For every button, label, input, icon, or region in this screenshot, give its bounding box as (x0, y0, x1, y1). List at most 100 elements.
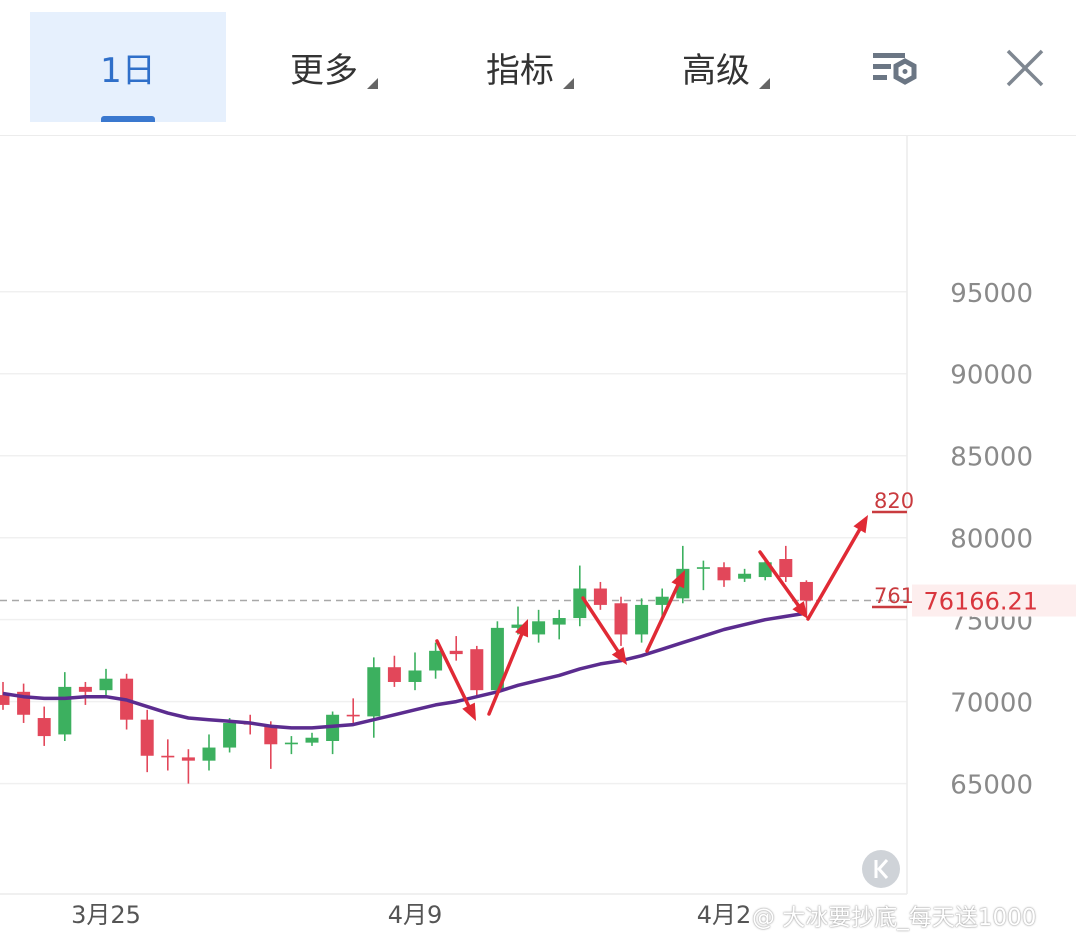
dropdown-corner-icon (563, 78, 574, 89)
x-tick-label: 3月25 (71, 901, 141, 929)
candle (202, 734, 216, 771)
candle (223, 718, 237, 753)
candles (0, 545, 813, 784)
tab-advanced[interactable]: 高级 (652, 12, 780, 122)
grid-lines (0, 291, 907, 785)
x-tick-labels: 3月25 4月9 4月2 (71, 901, 751, 929)
arrow-shaft (435, 639, 471, 708)
candle-body (37, 718, 51, 737)
y-tick-label: 85000 (950, 443, 1033, 473)
candle (470, 645, 484, 697)
candle-body (346, 714, 360, 717)
candle (593, 581, 607, 610)
tab-1d[interactable]: 1日 (30, 12, 226, 122)
arrow-shaft (758, 550, 800, 607)
candle (37, 706, 51, 746)
arrow-head (515, 619, 529, 638)
candle-body (140, 719, 154, 756)
y-tick-label: 95000 (950, 279, 1033, 309)
dropdown-corner-icon (367, 78, 378, 89)
trend-arrows (435, 515, 868, 721)
candle (408, 652, 422, 691)
candle-body (305, 737, 319, 743)
candle (0, 681, 10, 710)
trend-arrow (581, 596, 627, 665)
chart-toolbar: 1日 更多 指标 高级 (0, 0, 1076, 136)
candle-body (511, 624, 525, 628)
candle (717, 562, 731, 587)
price-tag-label: 761 (874, 584, 914, 608)
tab-advanced-label: 高级 (682, 50, 750, 91)
arrow-head (792, 601, 808, 619)
tab-1d-label: 1日 (100, 50, 156, 91)
dropdown-corner-icon (759, 78, 770, 89)
candle-body (284, 742, 298, 745)
arrow-shaft (581, 596, 620, 653)
list-settings-icon[interactable] (860, 40, 926, 96)
candle (614, 596, 628, 646)
candle (552, 609, 566, 640)
candle-body (99, 678, 113, 691)
trend-arrow (806, 515, 868, 621)
trend-arrow (435, 639, 476, 721)
candle (532, 609, 546, 643)
candle (696, 560, 710, 591)
watermark: @ 大冰要抄底_每天送1000 (752, 905, 1037, 931)
candle-body (223, 722, 237, 748)
candle-body (614, 603, 628, 635)
candle-body (696, 567, 710, 569)
candle (635, 598, 649, 643)
tab-more-label: 更多 (290, 50, 358, 91)
candle (58, 672, 72, 741)
tab-indicators[interactable]: 指标 (456, 12, 584, 122)
tab-more[interactable]: 更多 (260, 12, 388, 122)
candle (346, 698, 360, 725)
candle-body (490, 627, 504, 691)
current-price-label: 76166.21 (923, 588, 1038, 616)
candle (490, 621, 504, 696)
arrow-shaft (487, 632, 524, 716)
candle-body (635, 604, 649, 635)
candle-body (367, 667, 381, 717)
candle-body (202, 747, 216, 761)
candle-body (449, 650, 463, 655)
y-tick-label: 80000 (950, 525, 1033, 555)
candle-body (58, 686, 72, 735)
candle (181, 749, 195, 784)
candle-body (408, 670, 422, 682)
price-label-tags: 820 761 (872, 489, 914, 609)
arrow-head (853, 515, 868, 534)
arrow-shaft (806, 527, 862, 621)
candle-body (161, 755, 175, 758)
arrow-head (611, 646, 627, 665)
candle-body (552, 618, 566, 625)
x-tick-label: 4月2 (697, 901, 752, 929)
x-tick-label: 4月9 (388, 901, 443, 929)
candle (140, 709, 154, 773)
current-price-box (912, 584, 1076, 617)
candle (779, 545, 793, 582)
trend-arrow (758, 550, 808, 619)
candle-body (78, 686, 92, 692)
candle (284, 736, 298, 755)
candle (78, 681, 92, 705)
y-tick-label: 90000 (950, 361, 1033, 391)
current-price-label-group: 76166.21 (912, 584, 1076, 617)
price-tag-label: 820 (874, 489, 914, 513)
candle (264, 721, 278, 769)
candle (738, 568, 752, 582)
candle-body (573, 588, 587, 619)
candle-body (779, 559, 793, 578)
candle (799, 580, 813, 615)
candle (573, 565, 587, 627)
candle (17, 683, 31, 723)
arrow-head (462, 702, 476, 721)
price-tag: 761 (872, 584, 914, 609)
candle (655, 588, 669, 619)
y-tick-label: 70000 (950, 689, 1033, 719)
candle-body (593, 588, 607, 605)
close-icon[interactable] (995, 38, 1055, 98)
candle-body (264, 726, 278, 745)
candle (429, 642, 443, 679)
